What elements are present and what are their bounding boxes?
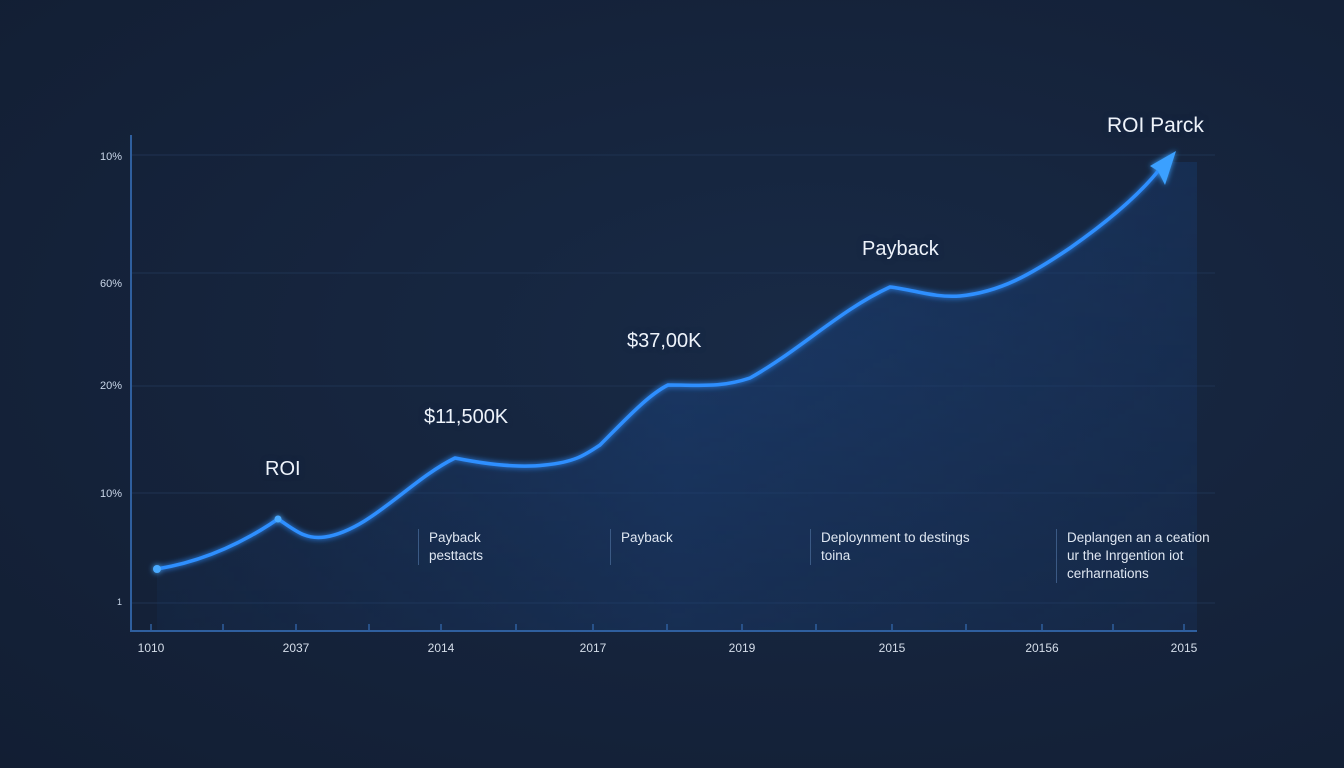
note-deplangen: Deplangen an a ceation ur the Inrgention… [1056, 529, 1210, 583]
axes [130, 135, 1197, 632]
annotation-roi: ROI [265, 458, 301, 480]
y-tick-label: 60% [99, 278, 122, 290]
x-tick-label: 20156 [1025, 641, 1059, 655]
y-tick-label: 20% [99, 380, 122, 392]
start-point-marker [153, 565, 161, 573]
note-line: Payback [621, 530, 673, 545]
note-line: Deploynment to destings [821, 530, 970, 545]
note-line: Payback [429, 530, 481, 545]
note-payback-pesttacts: Payback pesttacts [418, 529, 483, 565]
annotation-payback: Payback [862, 238, 939, 260]
y-tick-label: 1 [116, 597, 122, 607]
x-tick-label: 1010 [137, 641, 165, 655]
arrow-head-icon [1150, 151, 1176, 185]
y-tick-label: 10% [99, 151, 122, 163]
note-line: toina [821, 548, 851, 563]
y-tick-label: 10% [99, 488, 122, 500]
annotation-value-11500k: $11,500K [424, 406, 509, 428]
roi-line [153, 151, 1176, 573]
note-line: pesttacts [429, 548, 484, 563]
x-tick-label: 2015 [1170, 641, 1198, 655]
x-tick-label: 2037 [282, 641, 310, 655]
x-tick-label: 2017 [579, 641, 607, 655]
note-payback: Payback [610, 529, 673, 565]
chart-title-roi-peak: ROI Parck [1107, 114, 1204, 137]
roi-area-fill [157, 162, 1197, 630]
x-tick-label: 2019 [728, 641, 756, 655]
x-axis-ticks [150, 624, 1185, 631]
note-line: ur the Inrgention iot [1067, 548, 1184, 563]
note-deployment: Deploynment to destings toina [810, 529, 970, 565]
roi-peak-marker [274, 515, 282, 523]
x-tick-label: 2015 [878, 641, 906, 655]
x-tick-label: 2014 [427, 641, 455, 655]
annotation-value-3700k: $37,00K [627, 330, 702, 352]
note-line: cerharnations [1067, 566, 1149, 581]
note-line: Deplangen an a ceation [1067, 530, 1210, 545]
